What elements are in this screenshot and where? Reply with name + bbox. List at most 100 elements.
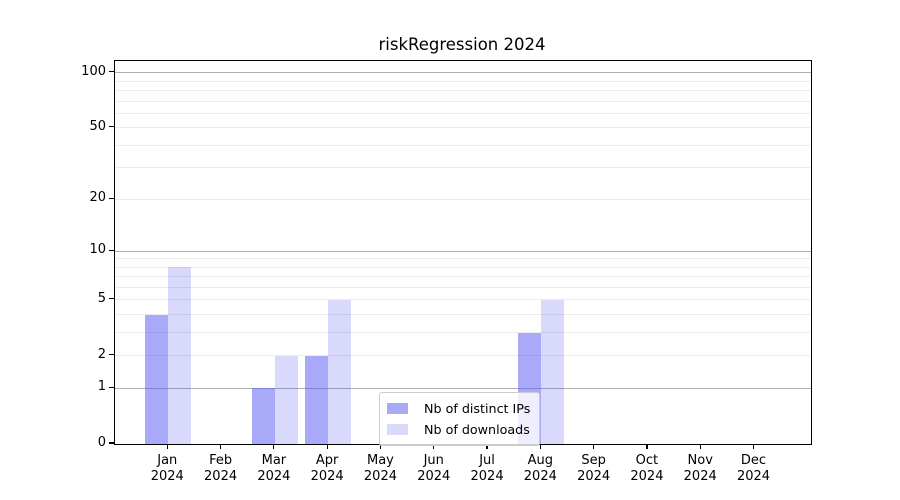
gridline-major [115,250,811,252]
x-tick-mark [273,444,275,449]
x-tick-label-sep: Sep 2024 [562,453,626,485]
y-tick-label-0: 0 [97,435,106,450]
x-tick-month: Apr [315,453,339,468]
x-tick-mark [646,444,648,449]
legend-swatch-downloads [387,424,408,435]
x-tick-month: Nov [687,453,713,468]
gridline-minor [115,314,811,316]
x-tick-label-mar: Mar 2024 [242,453,306,485]
x-tick-year: 2024 [417,469,451,484]
x-tick-label-aug: Aug 2024 [508,453,572,485]
x-tick-month: Jun [423,453,444,468]
legend-entry: Nb of downloads [387,419,530,440]
bar-downloads-mar [274,355,298,444]
x-tick-label-jul: Jul 2024 [455,453,519,485]
gridline-major [115,387,811,389]
x-tick-year: 2024 [257,469,291,484]
bar-downloads-jan [168,267,192,444]
y-tick-mark [109,298,114,300]
x-tick-year: 2024 [310,469,344,484]
legend-swatch-distinct-ips [387,403,408,414]
x-tick-mark [379,444,382,449]
x-tick-mark [486,444,488,449]
x-tick-mark [593,444,595,449]
gridline-minor [115,332,811,333]
bar-distinct-ips-jan [145,314,169,444]
y-tick-label-20: 20 [89,190,106,206]
y-tick-mark [109,126,114,128]
x-tick-mark [752,444,755,449]
x-tick-year: 2024 [363,469,397,484]
y-tick-label-100: 100 [81,63,106,79]
y-tick-label-5: 5 [97,290,106,306]
x-tick-month: Feb [209,453,233,468]
legend-label-downloads: Nb of downloads [424,422,530,437]
gridline-minor [115,286,811,288]
x-tick-month: Jul [479,453,495,468]
x-tick-mark [433,444,435,449]
gridline-minor [115,266,811,268]
chart-title: riskRegression 2024 [378,35,546,54]
x-tick-year: 2024 [523,469,557,484]
x-tick-month: Aug [527,453,554,468]
gridline-minor [115,276,811,278]
x-tick-label-may: May 2024 [348,453,412,485]
x-tick-mark [539,444,541,449]
x-tick-month: Dec [740,453,767,468]
x-tick-month: Jan [157,453,178,468]
gridline-minor [115,127,811,129]
x-tick-label-nov: Nov 2024 [668,453,732,485]
y-tick-mark [109,354,114,356]
x-tick-mark [699,444,701,449]
y-tick-label-1: 1 [97,379,106,395]
gridline-minor [115,80,811,82]
x-tick-year: 2024 [630,469,664,484]
gridline-minor [115,90,811,92]
x-tick-month: Oct [635,453,659,468]
x-tick-mark [326,444,328,449]
x-tick-year: 2024 [204,469,238,484]
x-tick-mark [166,444,168,449]
gridline-minor [115,167,811,169]
x-tick-year: 2024 [470,469,504,484]
y-tick-mark [109,386,114,388]
x-tick-label-jan: Jan 2024 [135,453,199,485]
gridline-minor [115,299,811,301]
x-tick-month: Mar [261,453,287,468]
legend: Nb of distinct IPs Nb of downloads [379,392,541,446]
x-tick-month: May [367,453,394,468]
y-tick-mark [109,71,114,73]
x-tick-label-dec: Dec 2024 [722,453,786,485]
gridline-minor [115,355,811,357]
bar-downloads-aug [541,299,565,444]
gridline-major [115,72,811,74]
x-tick-year: 2024 [150,469,184,484]
y-tick-mark [109,249,114,251]
legend-label-distinct-ips: Nb of distinct IPs [424,401,531,416]
gridline-minor [115,112,811,114]
y-tick-label-2: 2 [97,346,106,362]
y-tick-label-50: 50 [89,118,106,134]
gridline-minor [115,100,811,102]
y-tick-label-10: 10 [89,242,106,258]
x-tick-year: 2024 [736,469,771,484]
x-tick-label-oct: Oct 2024 [615,453,679,485]
plot-area [114,60,812,445]
y-tick-mark [109,197,114,199]
gridline-minor [115,144,811,146]
legend-entry: Nb of distinct IPs [387,398,530,419]
bar-downloads-apr [328,299,352,444]
gridline-minor [115,198,811,200]
x-tick-year: 2024 [683,469,717,484]
bar-distinct-ips-mar [251,388,275,444]
x-tick-label-apr: Apr 2024 [295,453,359,485]
x-tick-mark [219,444,222,449]
x-tick-label-jun: Jun 2024 [402,453,466,485]
x-tick-label-feb: Feb 2024 [189,453,253,485]
y-tick-mark [109,442,114,444]
gridline-minor [115,258,811,260]
bar-distinct-ips-apr [305,355,329,444]
x-tick-month: Sep [581,453,606,468]
x-tick-year: 2024 [577,469,611,484]
